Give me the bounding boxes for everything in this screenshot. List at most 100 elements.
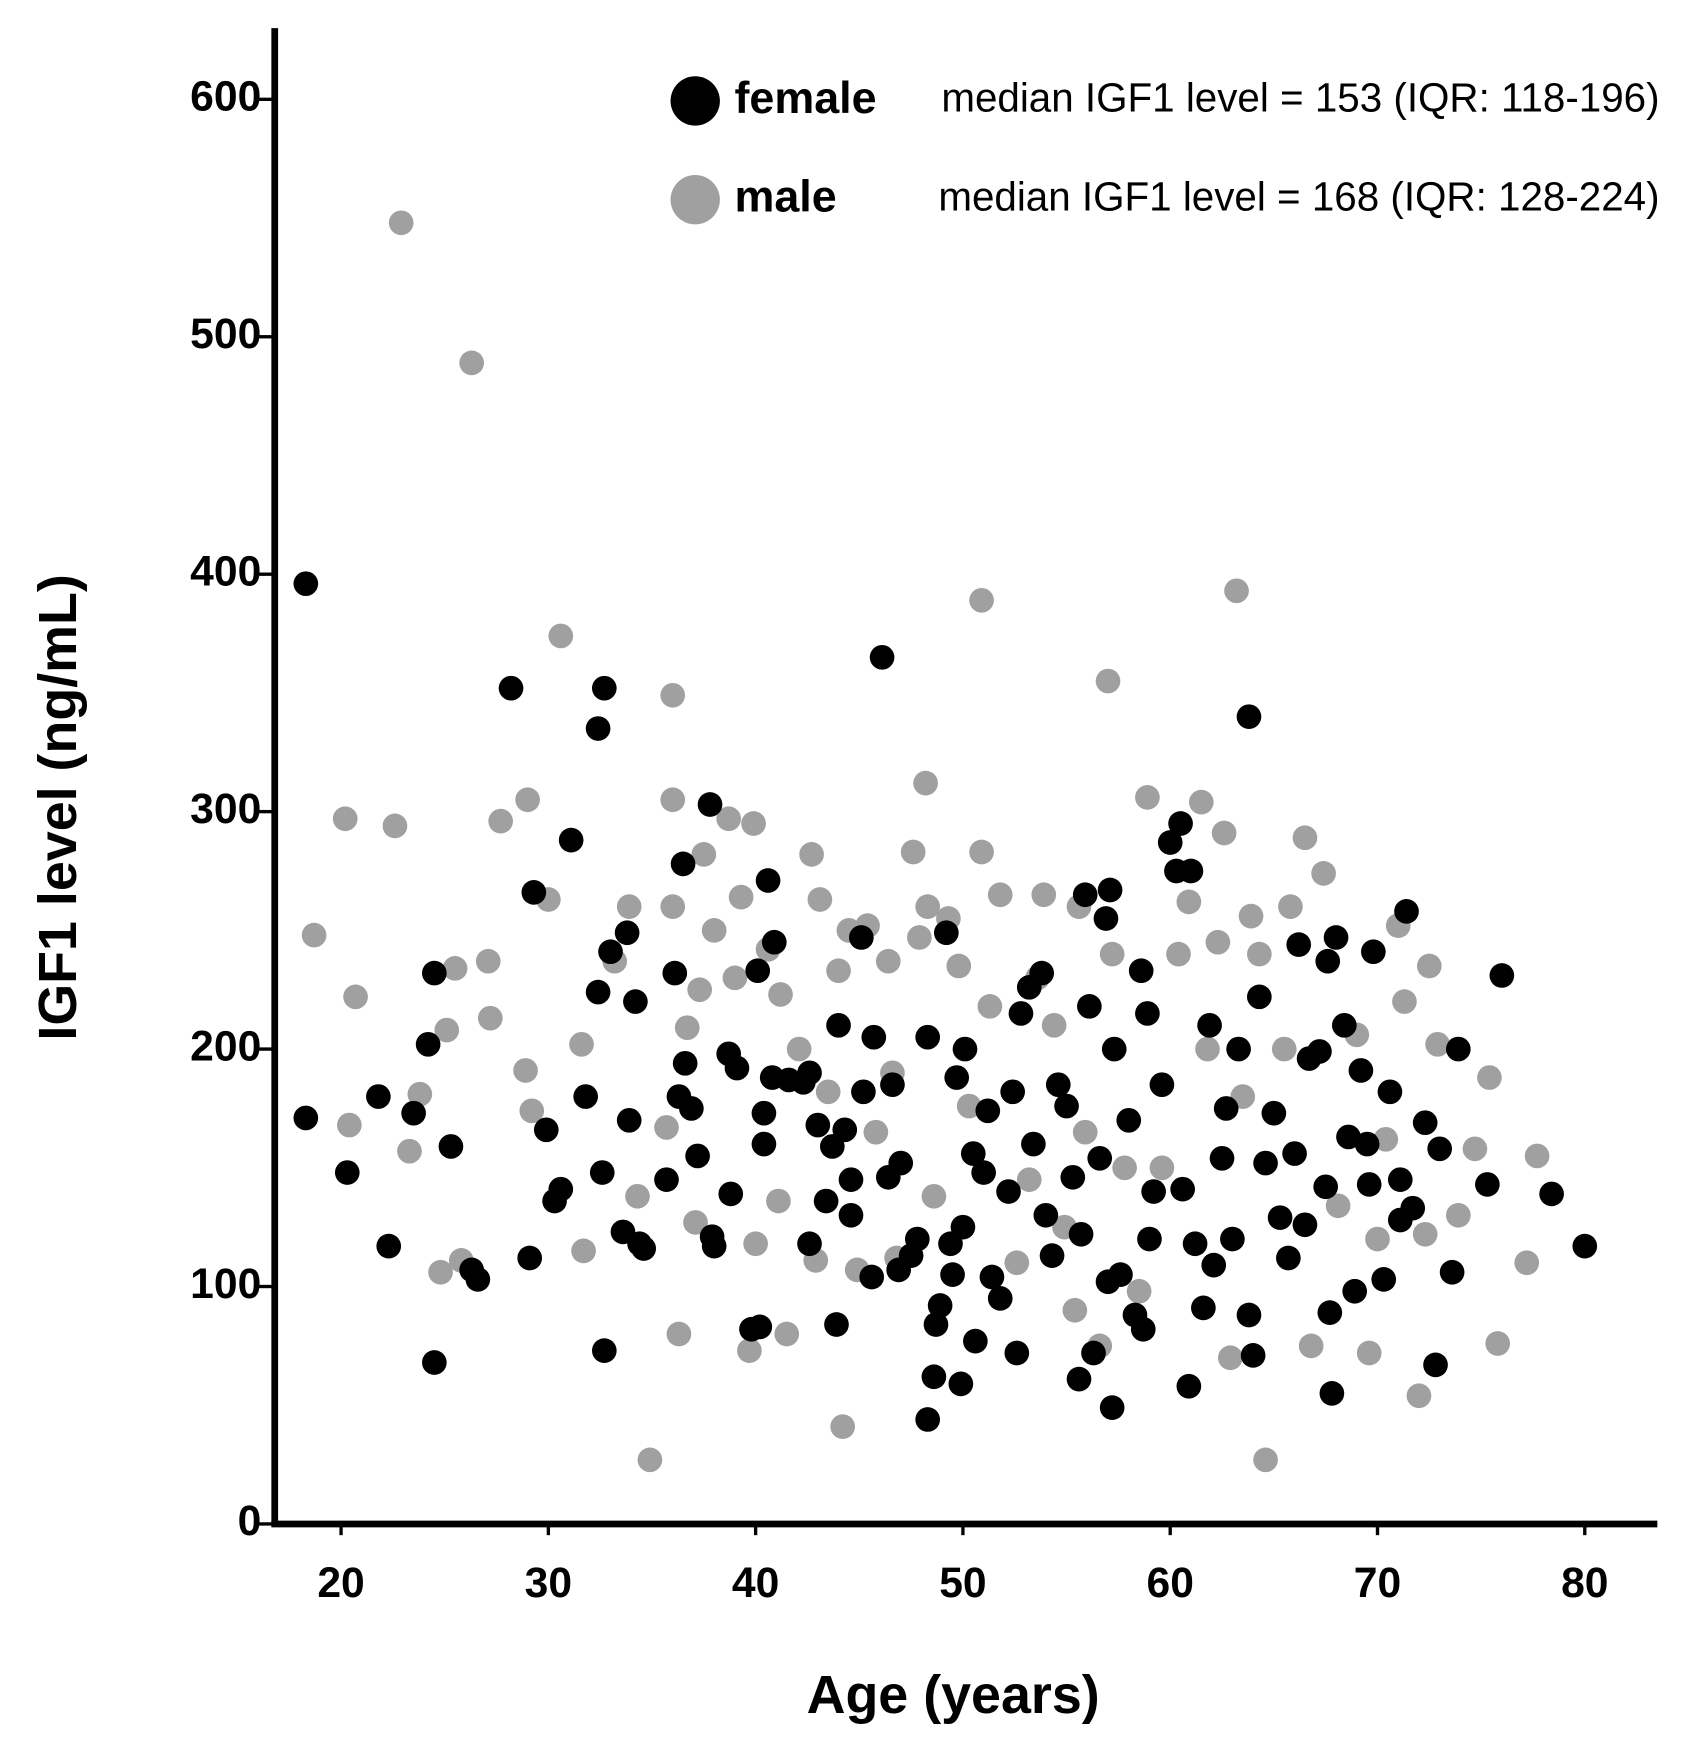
scatter-point (343, 984, 368, 1010)
scatter-point (1282, 1141, 1307, 1166)
scatter-point (293, 571, 319, 597)
scatter-point (1514, 1250, 1540, 1276)
scatter-point (956, 1093, 982, 1119)
scatter-point (585, 979, 611, 1005)
scatter-point (415, 1031, 441, 1057)
scatter-point (571, 1238, 596, 1264)
scatter-point (977, 993, 1003, 1019)
scatter-point (861, 1024, 887, 1050)
scatter-point (1331, 1012, 1357, 1038)
scatter-point (1016, 1167, 1042, 1192)
scatter-point (1004, 1340, 1030, 1366)
scatter-point (515, 787, 540, 813)
scatter-point (683, 1210, 708, 1235)
scatter-point (1170, 1176, 1195, 1202)
scatter-point (1166, 941, 1191, 967)
scatter-point (670, 851, 696, 877)
x-tick-label: 30 (525, 1559, 572, 1607)
scatter-point (1247, 941, 1272, 967)
scatter-point (701, 918, 727, 943)
scatter-point (1342, 1278, 1368, 1304)
scatter-point (660, 787, 686, 813)
scatter-point (969, 839, 994, 865)
scatter-point (1066, 1366, 1092, 1392)
x-axis-label: Age (years) (807, 1665, 1100, 1725)
scatter-point (1298, 1333, 1324, 1359)
scatter-point (1224, 578, 1249, 604)
scatter-point (915, 1407, 941, 1432)
scatter-point (1412, 1221, 1438, 1247)
scatter-point (743, 1231, 768, 1257)
scatter-point (1236, 704, 1262, 729)
scatter-point (741, 811, 766, 836)
scatter-point (679, 1096, 704, 1121)
scatter-point (1217, 1345, 1243, 1371)
scatter-point (826, 958, 851, 984)
scatter-point (875, 948, 901, 974)
scatter-point (687, 977, 712, 1003)
scatter-point (521, 880, 547, 905)
scatter-point (585, 716, 611, 741)
scatter-point (1253, 1150, 1278, 1176)
scatter-point (1307, 1039, 1332, 1064)
scatter-point (548, 1176, 574, 1202)
y-axis-label: IGF1 level (ng/mL) (28, 574, 88, 1040)
scatter-point (1099, 1395, 1125, 1420)
scatter-point (1045, 1072, 1071, 1098)
scatter-point (863, 1119, 889, 1145)
scatter-point (1365, 1226, 1390, 1252)
scatter-point (1195, 1036, 1220, 1062)
scatter-point (1182, 1231, 1208, 1257)
scatter-point (422, 1350, 447, 1375)
scatter-point (728, 884, 754, 910)
scatter-point (459, 350, 484, 376)
scatter-point (1201, 1252, 1227, 1278)
scatter-point (1081, 1340, 1106, 1366)
scatter-point (1271, 1036, 1297, 1062)
scatter-point (960, 1141, 986, 1166)
scatter-point (475, 948, 501, 974)
y-tick-label: 200 (190, 1022, 261, 1070)
scatter-point (1427, 1136, 1453, 1162)
scatter-point (1135, 785, 1160, 810)
scatter-point (1220, 1226, 1245, 1252)
scatter-point (591, 1338, 617, 1363)
scatter-point (826, 1012, 851, 1038)
scatter-point (660, 682, 686, 708)
scatter-point (1371, 1267, 1397, 1292)
scatter-point (1176, 1373, 1202, 1399)
scatter-point (1489, 963, 1515, 988)
scatter-point (987, 1286, 1013, 1311)
scatter-point (293, 1105, 319, 1131)
scatter-point (1072, 882, 1098, 908)
scatter-point (662, 960, 688, 986)
scatter-point (477, 1005, 503, 1031)
scatter-point (979, 1264, 1005, 1290)
scatter-point (337, 1112, 362, 1138)
scatter-point (1238, 903, 1264, 929)
scatter-point (465, 1267, 491, 1292)
scatter-point (766, 1188, 791, 1214)
scatter-point (1062, 1297, 1088, 1323)
scatter-point (654, 1167, 679, 1192)
scatter-point (637, 1447, 663, 1473)
scatter-point (488, 808, 514, 834)
scatter-point (786, 1036, 812, 1062)
scatter-point (1462, 1136, 1488, 1162)
scatter-point (1356, 1172, 1382, 1197)
scatter-point (971, 1160, 996, 1185)
scatter-point (1211, 820, 1237, 846)
scatter-point (1060, 1164, 1086, 1190)
scatter-point (975, 1098, 1001, 1124)
x-tick-label: 50 (939, 1559, 986, 1607)
scatter-point (1286, 932, 1312, 957)
scatter-point (1130, 1316, 1156, 1342)
scatter-point (660, 894, 686, 919)
scatter-point (1373, 1126, 1399, 1152)
scatter-point (838, 1202, 864, 1228)
scatter-point (824, 1312, 849, 1337)
scatter-point (1323, 925, 1349, 950)
scatter-point (1261, 1100, 1287, 1126)
y-tick-label: 300 (190, 785, 261, 833)
